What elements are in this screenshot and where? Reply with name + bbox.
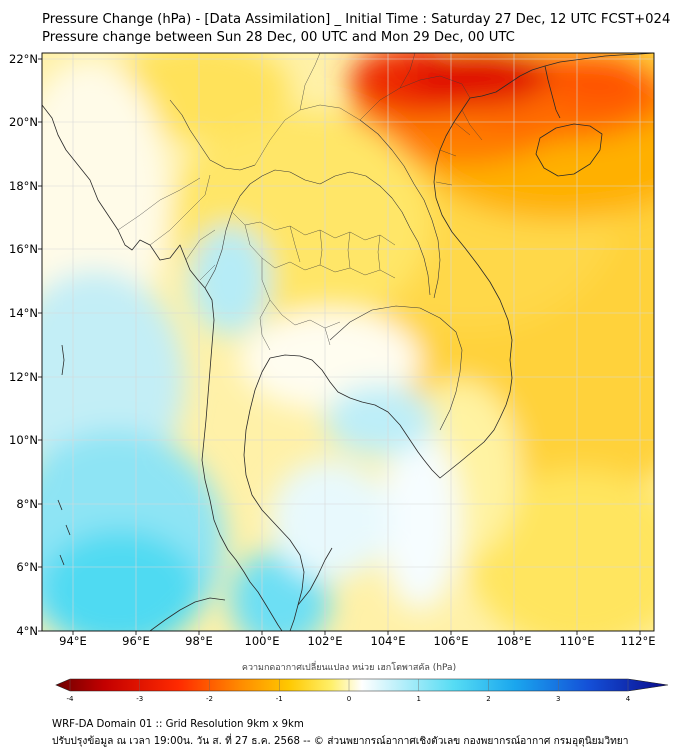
border-cambodia [329, 305, 463, 431]
coastline-andaman [201, 287, 283, 631]
lon-tick-label: 102°E [308, 634, 343, 648]
lat-tick-label: 12°N [9, 370, 38, 384]
colorbar-tick-labels: -4 -3 -2 -1 0 1 2 3 4 [67, 695, 631, 703]
lat-tick-label: 16°N [9, 242, 38, 256]
coastline-sumatra [149, 597, 226, 631]
footer-model-info: WRF-DA Domain 01 :: Grid Resolution 9km … [52, 719, 304, 730]
colorbar-tick-label: 1 [417, 695, 421, 703]
colorbar-ticks [69, 679, 629, 691]
axis-ticks [38, 58, 641, 635]
pressure-change-field [42, 53, 654, 631]
lon-tick-label: 110°E [560, 634, 595, 648]
colorbar [55, 678, 669, 692]
chart-title: Pressure Change (hPa) - [Data Assimilati… [42, 12, 671, 27]
lon-tick-label: 108°E [497, 634, 532, 648]
lat-tick-label: 14°N [9, 306, 38, 320]
coastline-andaman-islands [57, 344, 71, 566]
colorbar-tick-label: 3 [556, 695, 560, 703]
colorbar-label: ความกดอากาศเปลี่ยนแปลง หน่วย เฮกโตพาสคัล… [242, 660, 456, 673]
lat-tick-label: 10°N [9, 433, 38, 447]
colorbar-tick-label: 0 [347, 695, 351, 703]
lon-tick-label: 98°E [185, 634, 213, 648]
lon-tick-label: 104°E [371, 634, 406, 648]
lat-tick-label: 4°N [16, 624, 38, 638]
colorbar-tick-label: 2 [486, 695, 490, 703]
coastline-vietnam-south [423, 359, 513, 479]
vietnam-region-lines [435, 109, 483, 186]
coastline-gulf-thailand-west [243, 357, 305, 631]
map-frame [41, 52, 655, 632]
myanmar-region-lines [117, 174, 216, 281]
colorbar-tick-label: -2 [206, 695, 213, 703]
coastline-hainan [535, 123, 603, 177]
colorbar-tick-label: -4 [67, 695, 75, 703]
colorbar-tick-label: -3 [136, 695, 143, 703]
coastline-gulf-thailand-east [269, 354, 425, 461]
colorbar-tick-label: -1 [276, 695, 283, 703]
pressure-change-map: 94°E 96°E 98°E 100°E 102°E 104°E 106°E 1… [9, 52, 669, 703]
lat-tick-label: 22°N [9, 52, 38, 66]
lon-tick-label: 94°E [59, 634, 87, 648]
lon-tick-labels: 94°E 96°E 98°E 100°E 102°E 104°E 106°E 1… [59, 634, 655, 648]
footer-credit: ปรับปรุงข้อมูล ณ เวลา 19:00น. วัน ส. ที่… [52, 736, 629, 747]
coastline-leizhou [544, 65, 561, 119]
coastline-vietnam-east [433, 97, 513, 361]
lat-tick-label: 18°N [9, 179, 38, 193]
map-gridlines [42, 53, 654, 631]
china-region-lines [254, 53, 471, 166]
lat-tick-label: 6°N [16, 560, 38, 574]
lon-tick-label: 100°E [245, 634, 280, 648]
border-laos-vietnam [359, 119, 441, 299]
lat-tick-labels: 22°N 20°N 18°N 16°N 14°N 12°N 10°N 8°N 6… [9, 52, 38, 638]
lat-tick-label: 20°N [9, 115, 38, 129]
coastline-myanmar-west [42, 104, 206, 289]
border-laos-thailand [319, 171, 431, 296]
lat-tick-label: 8°N [16, 497, 38, 511]
chart-subtitle: Pressure change between Sun 28 Dec, 00 U… [42, 30, 515, 45]
coastline-malay-east [297, 547, 333, 606]
colorbar-tick-label: 4 [626, 695, 631, 703]
lon-tick-label: 96°E [122, 634, 150, 648]
border-myanmar-china [169, 99, 256, 171]
coastline-south-china [469, 53, 654, 99]
lon-tick-label: 112°E [621, 634, 656, 648]
thai-province-lines [231, 211, 396, 351]
border-myanmar-thailand [204, 169, 321, 289]
lon-tick-label: 106°E [434, 634, 469, 648]
